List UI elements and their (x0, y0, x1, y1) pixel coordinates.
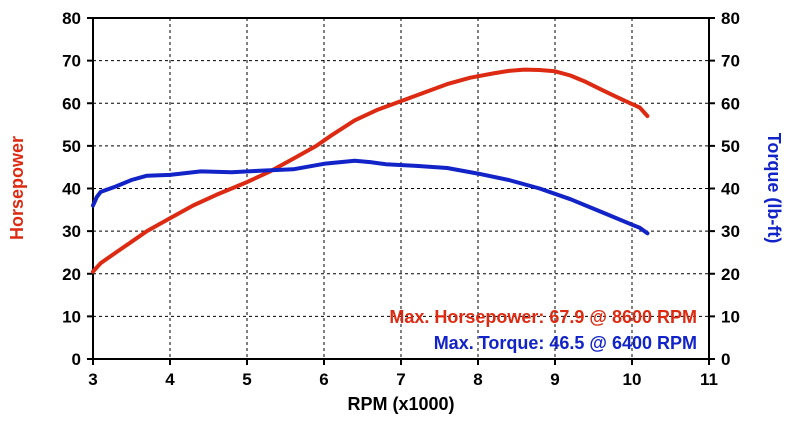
y-right-tick-label: 40 (721, 180, 740, 199)
x-tick-label: 6 (319, 370, 328, 389)
x-tick-label: 5 (242, 370, 251, 389)
y-right-tick-label: 0 (721, 350, 730, 369)
y-left-tick-label: 70 (62, 52, 81, 71)
y-left-tick-label: 20 (62, 265, 81, 284)
x-tick-label: 8 (473, 370, 482, 389)
grid-lines (93, 18, 709, 359)
y-left-tick-label: 30 (62, 222, 81, 241)
y-axis-left-title: Horsepower (7, 136, 27, 240)
y-left-tick-label: 50 (62, 137, 81, 156)
y-right-tick-label: 60 (721, 94, 740, 113)
x-axis-title: RPM (x1000) (347, 394, 454, 414)
y-left-tick-label: 80 (62, 9, 81, 28)
y-right-tick-label: 10 (721, 307, 740, 326)
y-right-tick-label: 80 (721, 9, 740, 28)
x-tick-label: 3 (88, 370, 97, 389)
y-axis-right-title: Torque (lb-ft) (764, 133, 784, 244)
y-left-tick-label: 0 (72, 350, 81, 369)
y-left-tick-label: 10 (62, 307, 81, 326)
torque-series-line (91, 158, 650, 236)
max-horsepower-annotation: Max. Horsepower: 67.9 @ 8600 RPM (389, 307, 697, 327)
y-right-tick-label: 50 (721, 137, 740, 156)
x-tick-label: 10 (623, 370, 642, 389)
y-left-tick-label: 60 (62, 94, 81, 113)
x-tick-label: 9 (550, 370, 559, 389)
y-right-tick-label: 30 (721, 222, 740, 241)
x-tick-label: 4 (165, 370, 175, 389)
axis-ticks: 3 4 5 6 7 8 9 10 1101020304050607080010203040506… (62, 9, 740, 389)
y-left-tick-label: 40 (62, 180, 81, 199)
horsepower-series-line (91, 67, 650, 274)
max-torque-annotation: Max. Torque: 46.5 @ 6400 RPM (434, 333, 697, 353)
x-tick-label: 11 (700, 370, 718, 389)
y-right-tick-label: 70 (721, 52, 740, 71)
x-tick-label: 7 (396, 370, 405, 389)
y-right-tick-label: 20 (721, 265, 740, 284)
series-layer (91, 67, 650, 274)
